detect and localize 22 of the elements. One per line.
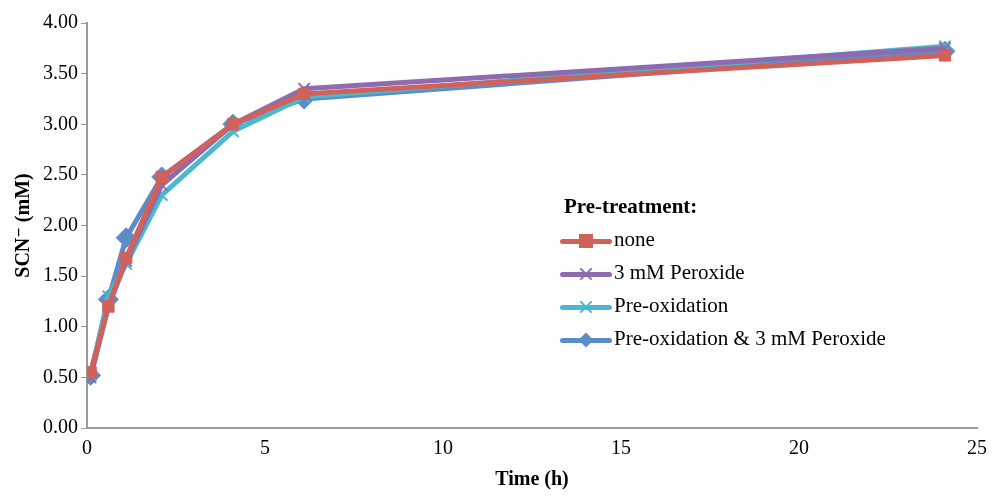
y-tick-label: 3.00 (43, 111, 78, 134)
y-tick-label: 2.00 (43, 212, 78, 235)
x-tick-label: 5 (260, 436, 270, 459)
x-tick-label: 20 (789, 436, 809, 459)
x-tick-label: 0 (82, 436, 92, 459)
x-axis-title: Time (h) (495, 467, 569, 491)
x-tick-label: 15 (611, 436, 631, 459)
y-tick-label: 3.50 (43, 60, 78, 83)
x-tick-label: 10 (433, 436, 453, 459)
y-tick-label: 4.00 (43, 10, 78, 33)
y-tick-label: 1.50 (43, 263, 78, 286)
y-tick-label: 2.50 (43, 162, 78, 185)
y-tick-label: 0.50 (43, 364, 78, 387)
legend-label: Pre-oxidation (613, 292, 730, 319)
x-tick-label: 25 (967, 436, 987, 459)
legend-label: 3 mM Peroxide (613, 259, 746, 286)
legend-label: Pre-oxidation & 3 mM Peroxide (613, 325, 886, 352)
y-tick-label: 1.00 (43, 314, 78, 336)
legend-label: none (613, 226, 656, 253)
legend-title: Pre-treatment: (564, 193, 699, 220)
y-tick-label: 0.00 (43, 415, 78, 438)
y-axis-title: SCN⁻ (mM) (11, 173, 35, 278)
